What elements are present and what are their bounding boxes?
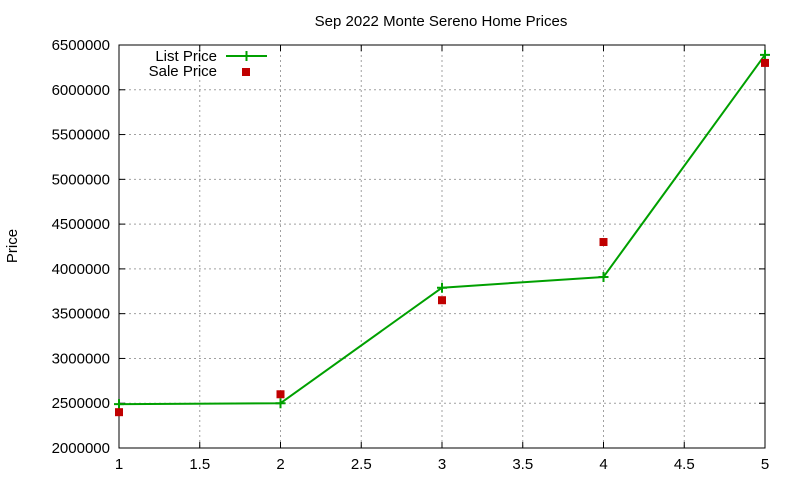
sale-price-point [761, 58, 769, 67]
series-0 [114, 49, 770, 410]
y-tick-label: 6500000 [52, 37, 110, 54]
series-1 [115, 58, 769, 417]
x-tick-label: 3 [438, 456, 446, 473]
legend-marker-sale-price [242, 68, 250, 76]
x-tick-label: 2.5 [351, 456, 372, 473]
legend-label-sale-price: Sale Price [149, 63, 217, 80]
y-tick-label: 2000000 [52, 440, 110, 457]
y-tick-label: 6000000 [52, 82, 110, 99]
x-tick-labels: 1 1.5 2 2.5 3 3.5 4 4.5 5 [115, 456, 769, 473]
legend-label-list-price: List Price [155, 48, 217, 65]
y-tick-label: 3500000 [52, 306, 110, 323]
list-price-point [760, 49, 770, 60]
y-tick-label: 2500000 [52, 395, 110, 412]
x-tick-label: 2 [276, 456, 284, 473]
y-tick-label: 5000000 [52, 171, 110, 188]
tick-marks [118, 44, 766, 449]
y-tick-label: 4000000 [52, 261, 110, 278]
list-price-point [275, 398, 286, 409]
x-tick-label: 1.5 [189, 456, 210, 473]
list-price-point [598, 271, 609, 282]
legend: List Price Sale Price [149, 48, 267, 80]
y-tick-labels: 2000000 2500000 3000000 3500000 4000000 45000… [52, 37, 110, 457]
y-axis-label: Price [4, 229, 21, 263]
x-tick-label: 3.5 [512, 456, 533, 473]
list-price-point [437, 282, 447, 293]
sale-price-point [599, 238, 608, 247]
x-tick-label: 4.5 [674, 456, 695, 473]
sale-price-point [438, 296, 446, 305]
y-tick-label: 3000000 [52, 350, 110, 367]
legend-marker-list-price [241, 51, 252, 61]
grid-lines [119, 45, 765, 448]
sale-price-point [276, 390, 285, 399]
x-tick-label: 5 [761, 456, 769, 473]
chart-title: Sep 2022 Monte Sereno Home Prices [315, 13, 568, 30]
x-tick-label: 1 [115, 456, 123, 473]
series-layer [114, 49, 770, 417]
y-tick-label: 5500000 [52, 127, 110, 144]
y-tick-label: 4500000 [52, 216, 110, 233]
list-price-point [114, 399, 124, 410]
sale-price-point [115, 408, 123, 417]
x-tick-label: 4 [599, 456, 607, 473]
